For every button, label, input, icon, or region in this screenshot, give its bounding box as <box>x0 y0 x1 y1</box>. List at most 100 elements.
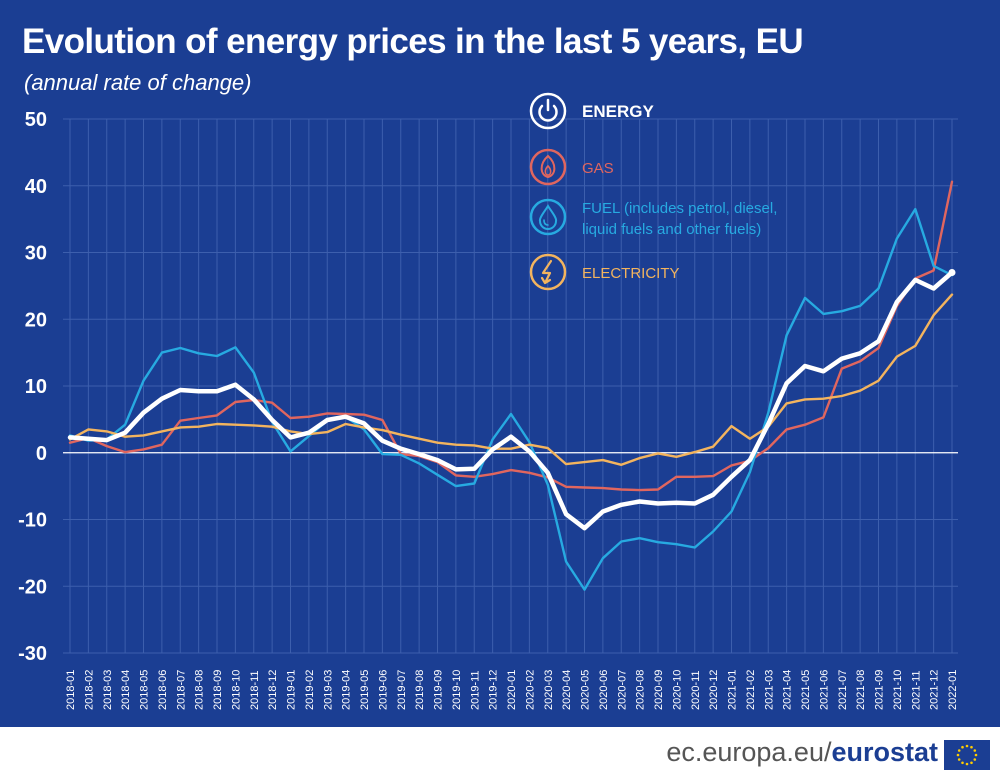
x-tick-label: 2019-08 <box>414 670 426 710</box>
x-tick-label: 2019-11 <box>469 670 481 710</box>
y-tick-label: -20 <box>18 576 47 598</box>
flag-star <box>961 745 964 749</box>
y-tick-label: 50 <box>25 109 47 131</box>
eu-flag-logo <box>944 740 990 770</box>
drop-outline <box>538 204 558 230</box>
x-tick-label: 2019-04 <box>341 670 353 710</box>
fuel-drop-icon <box>529 198 567 236</box>
x-tick-label: 2021-06 <box>818 670 830 710</box>
x-tick-label: 2020-09 <box>653 670 665 710</box>
x-tick-label: 2018-12 <box>267 670 279 710</box>
legend-item: FUEL (includes petrol, diesel, liquid fue… <box>529 198 777 238</box>
legend-item: ENERGY <box>529 92 654 130</box>
x-tick-label: 2020-07 <box>616 670 628 710</box>
x-tick-label: 2018-04 <box>120 670 132 710</box>
x-tick-label: 2022-01 <box>947 670 959 710</box>
energy-power-icon <box>529 92 567 130</box>
y-tick-label: -10 <box>18 510 47 532</box>
x-tick-label: 2021-11 <box>910 670 922 710</box>
y-axis-ticks: -30 -20 -10 0 10 20 30 40 50 <box>18 109 47 665</box>
x-tick-label: 2020-12 <box>708 670 720 710</box>
y-tick-label: 0 <box>36 443 47 465</box>
series-lines <box>67 180 956 591</box>
x-tick-label: 2018-11 <box>249 670 261 710</box>
y-tick-label: -30 <box>18 643 47 665</box>
flag-star <box>974 753 978 757</box>
x-tick-label: 2019-02 <box>304 670 316 710</box>
x-tick-label: 2020-11 <box>690 670 702 710</box>
series-line-energy <box>67 270 955 531</box>
flag-star <box>973 749 977 752</box>
flag-star <box>957 749 961 752</box>
flag-star <box>957 758 961 761</box>
x-tick-label: 2021-02 <box>745 670 757 710</box>
x-tick-label: 2019-12 <box>488 670 500 710</box>
grid <box>63 118 958 654</box>
chart-title: Evolution of energy prices in the last 5… <box>22 22 804 61</box>
x-tick-label: 2020-01 <box>506 670 518 710</box>
series-line-gas <box>68 180 954 492</box>
flame-outer <box>540 154 556 179</box>
flag-star <box>961 761 964 765</box>
flag-star <box>965 744 969 748</box>
legend-label: liquid fuels and other fuels) <box>582 221 761 238</box>
x-tick-label: 2018-01 <box>65 670 77 710</box>
bolt-path <box>540 259 553 285</box>
electricity-bolt-icon <box>529 253 567 291</box>
x-tick-label: 2020-06 <box>598 670 610 710</box>
chart-subtitle: (annual rate of change) <box>24 70 252 95</box>
y-tick-label: 10 <box>25 376 47 398</box>
series-line-fuel <box>68 207 954 591</box>
legend-label: FUEL (includes petrol, diesel, <box>582 200 777 217</box>
x-tick-label: 2021-03 <box>763 670 775 710</box>
flag-star <box>956 753 960 757</box>
x-tick-label: 2021-07 <box>837 670 849 710</box>
x-tick-label: 2021-09 <box>874 670 886 710</box>
x-tick-label: 2021-12 <box>929 670 941 710</box>
x-tick-label: 2019-03 <box>322 670 334 710</box>
legend-item: GAS <box>529 148 614 186</box>
x-tick-label: 2020-05 <box>580 670 592 710</box>
x-tick-label: 2019-01 <box>286 670 298 710</box>
x-tick-label: 2018-05 <box>139 670 151 710</box>
flag-star <box>973 758 977 761</box>
x-tick-label: 2018-08 <box>194 670 206 710</box>
legend: ENERGY GAS FUEL (includes petrol, diesel, l… <box>529 92 777 291</box>
x-tick-label: 2018-02 <box>83 670 95 710</box>
x-tick-label: 2021-08 <box>855 670 867 710</box>
y-tick-label: 20 <box>25 309 47 331</box>
x-tick-label: 2020-02 <box>524 670 536 710</box>
legend-label: GAS <box>582 160 614 177</box>
x-tick-label: 2020-04 <box>561 670 573 710</box>
x-tick-label: 2021-05 <box>800 670 812 710</box>
legend-item: ELECTRICITY <box>529 253 680 291</box>
x-tick-label: 2019-07 <box>396 670 408 710</box>
x-tick-label: 2019-10 <box>451 670 463 710</box>
x-tick-label: 2020-03 <box>543 670 555 710</box>
series-end-marker <box>948 269 956 277</box>
y-tick-label: 30 <box>25 243 47 265</box>
x-tick-label: 2018-03 <box>102 670 114 710</box>
power-arc <box>538 104 558 122</box>
x-tick-label: 2018-10 <box>230 670 242 710</box>
x-tick-label: 2019-09 <box>433 670 445 710</box>
legend-label: ENERGY <box>582 102 654 121</box>
drop-shine <box>543 219 549 226</box>
flame-inner <box>544 164 552 176</box>
source-site-prefix: ec.europa.eu/ <box>666 737 832 767</box>
x-tick-label: 2021-01 <box>727 670 739 710</box>
source-site-brand: eurostat <box>831 737 938 767</box>
legend-label: ELECTRICITY <box>582 265 680 282</box>
footer: ec.europa.eu/eurostat <box>0 727 1000 779</box>
x-tick-label: 2021-04 <box>782 670 794 710</box>
series-line-electricity <box>68 293 954 466</box>
source-link[interactable]: ec.europa.eu/eurostat <box>666 737 938 768</box>
y-tick-label: 40 <box>25 176 47 198</box>
x-tick-label: 2019-06 <box>377 670 389 710</box>
x-axis-ticks: 2018-01 2018-02 2018-03 2018-04 2018-05 2018-… <box>65 670 959 710</box>
x-tick-label: 2020-10 <box>671 670 683 710</box>
flag-star <box>970 761 973 765</box>
x-tick-label: 2018-06 <box>157 670 169 710</box>
x-tick-label: 2018-09 <box>212 670 224 710</box>
